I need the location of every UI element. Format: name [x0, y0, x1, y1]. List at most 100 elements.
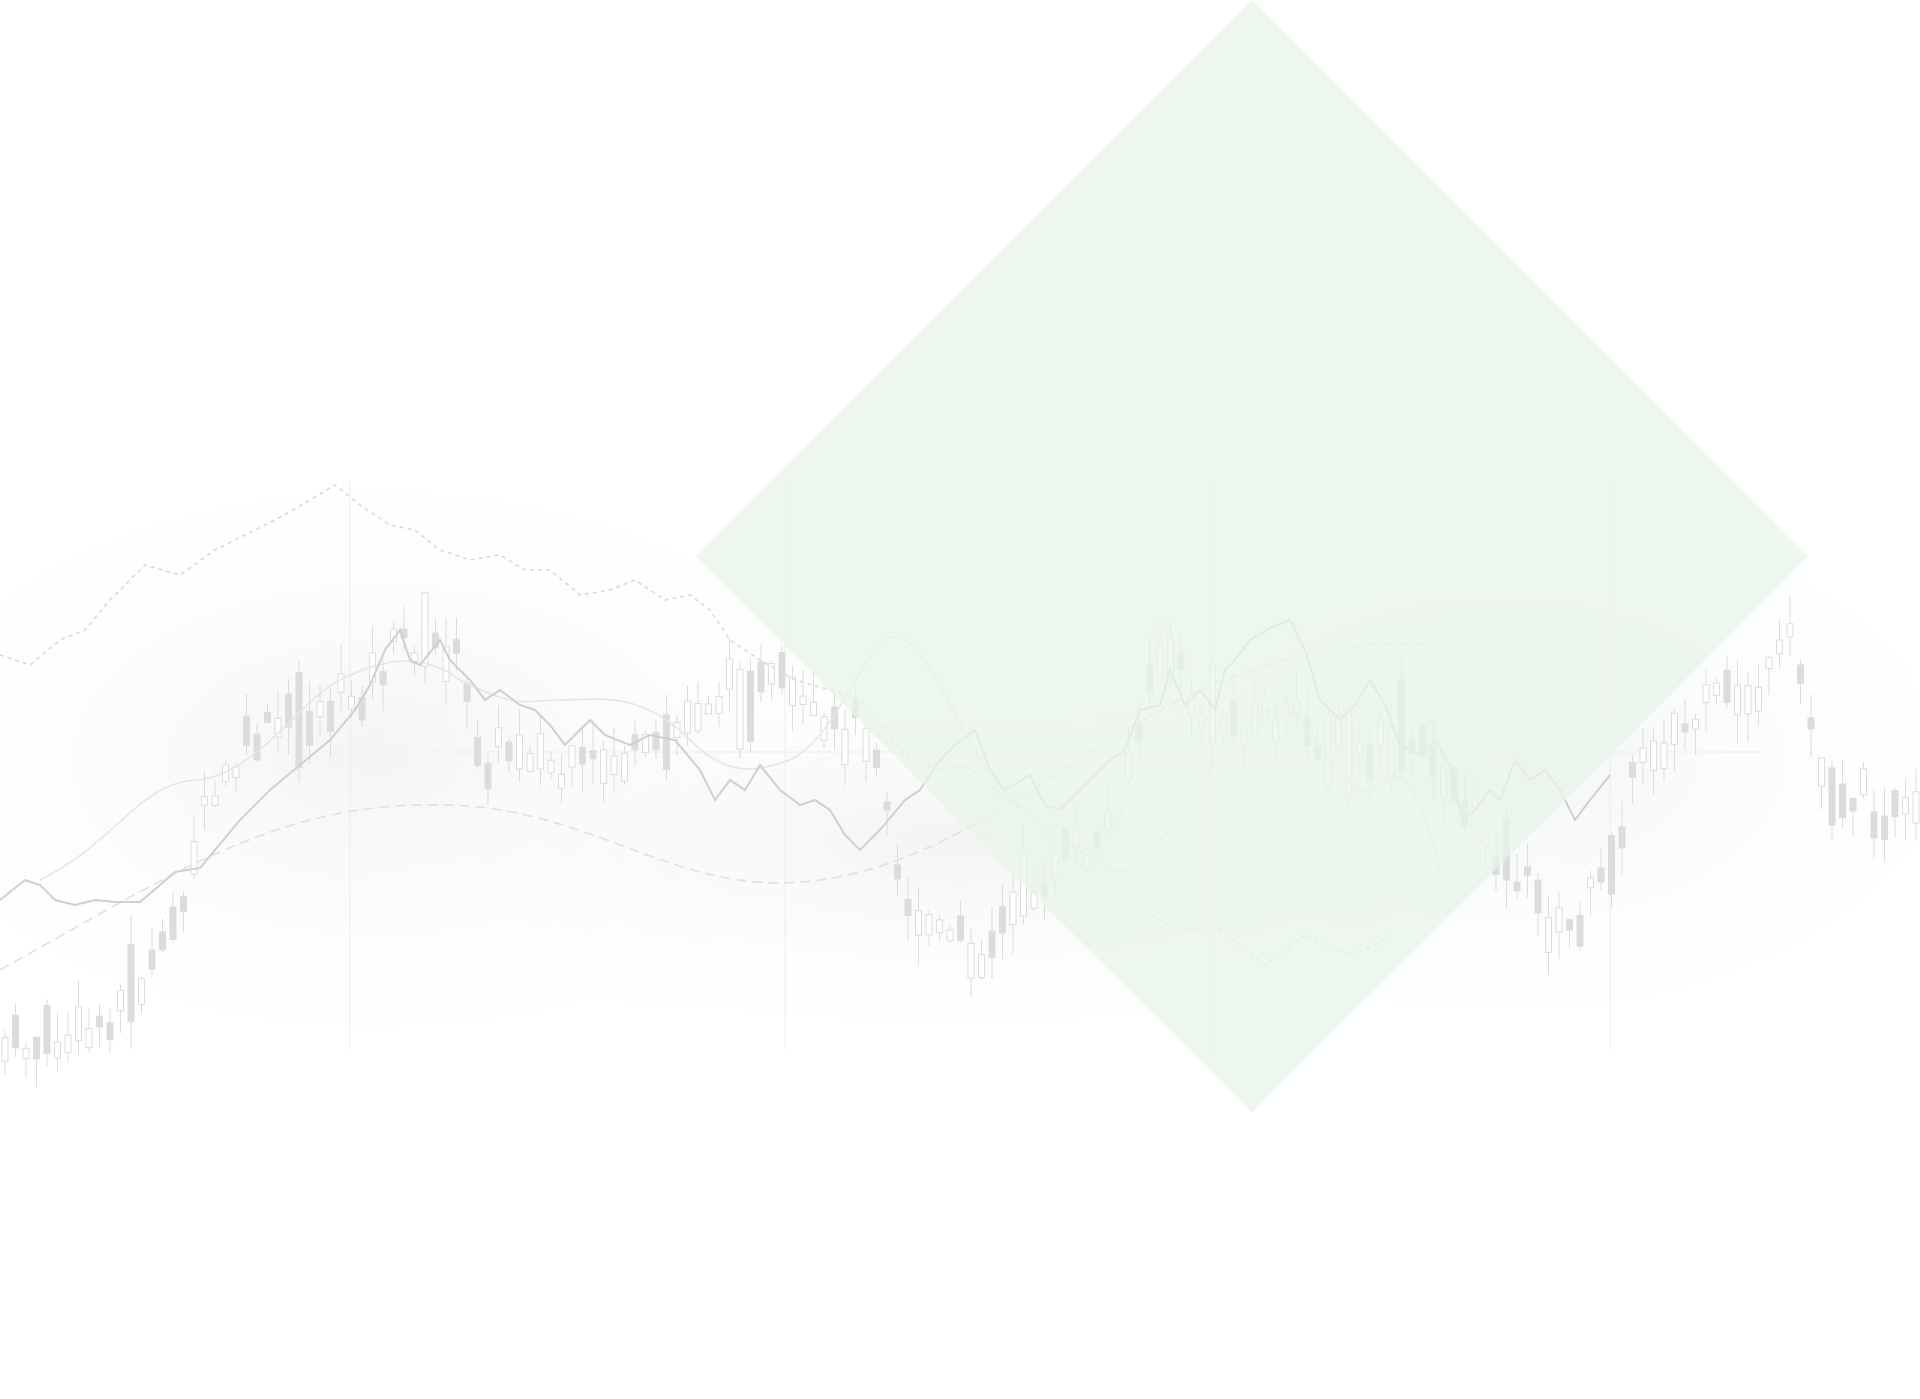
candle-body	[579, 746, 586, 765]
candle-body	[327, 700, 334, 732]
candle-body	[453, 638, 460, 654]
candle-body	[1660, 742, 1668, 770]
candle-body	[96, 1015, 103, 1028]
candle-body	[1, 1037, 9, 1062]
candle-body	[894, 864, 901, 880]
candle-body	[264, 712, 271, 723]
candle-body	[1839, 783, 1846, 819]
candle-body	[1566, 919, 1573, 931]
candle-body	[810, 701, 817, 716]
candle-body	[463, 682, 471, 702]
candle-body	[1681, 723, 1689, 733]
candle-body	[1009, 891, 1017, 926]
candle-body	[642, 734, 649, 754]
candle-body	[1912, 791, 1920, 824]
candle-body	[106, 1022, 114, 1041]
candle-body	[1618, 826, 1626, 849]
candle-body	[22, 1047, 30, 1059]
candle-body	[1797, 664, 1804, 684]
candle-body	[789, 676, 796, 707]
candle-body	[474, 737, 481, 766]
candle-body	[621, 752, 628, 782]
candle-body	[1734, 684, 1741, 716]
candle-body	[663, 714, 670, 770]
candle-body	[1723, 669, 1731, 703]
candle-body	[715, 696, 723, 714]
candle-body	[495, 727, 502, 748]
candle-body	[274, 717, 282, 738]
candle-body	[169, 906, 177, 940]
candle-body	[1755, 686, 1762, 712]
candle-body	[316, 701, 324, 718]
candle-body	[285, 693, 292, 728]
candle-body	[1818, 757, 1825, 787]
candle-body	[537, 733, 544, 770]
candle-body	[75, 1006, 82, 1042]
green-diamond	[696, 0, 1808, 1113]
candle-body	[180, 895, 187, 913]
candle-body	[978, 954, 985, 978]
candle-body	[600, 749, 607, 784]
candle-body	[117, 989, 124, 1012]
candle-body	[936, 919, 943, 934]
candle-body	[253, 733, 261, 761]
candle-body	[1692, 718, 1699, 730]
candle-body	[1629, 761, 1636, 778]
candle-body	[1545, 917, 1552, 953]
candle-body	[988, 930, 996, 958]
candle-body	[705, 703, 712, 715]
candle-body	[64, 1034, 72, 1053]
candle-body	[1891, 789, 1899, 818]
candle-body	[505, 741, 513, 762]
candle-body	[768, 662, 775, 685]
candle-body	[1870, 811, 1878, 839]
candle-body	[1639, 747, 1647, 764]
candle-body	[1597, 867, 1605, 883]
candle-body	[778, 651, 786, 689]
candle-body	[1828, 767, 1836, 826]
candle-body	[684, 700, 691, 734]
candle-body	[1555, 907, 1563, 933]
candle-body	[1713, 682, 1720, 696]
candle-body	[337, 673, 345, 693]
candle-body	[799, 695, 807, 706]
candle-body	[1860, 768, 1867, 796]
candle-body	[1524, 866, 1531, 876]
candle-body	[411, 652, 418, 665]
candle-body	[915, 910, 922, 936]
candle-body	[54, 1041, 61, 1059]
candle-body	[159, 931, 166, 951]
candle-body	[348, 695, 355, 710]
candle-body	[379, 671, 387, 686]
candle-body	[1671, 712, 1678, 746]
candle-body	[558, 773, 565, 789]
candle-body	[1534, 879, 1542, 914]
candle-body	[211, 795, 219, 806]
candle-body	[1650, 740, 1657, 772]
candle-body	[726, 658, 733, 690]
candle-body	[547, 759, 555, 774]
candle-body	[442, 646, 450, 682]
candle-body	[610, 755, 618, 775]
candle-body	[1702, 684, 1710, 703]
candle-body	[1807, 717, 1815, 730]
candle-body	[484, 762, 492, 789]
candle-body	[190, 841, 198, 875]
candle-body	[568, 745, 576, 768]
candle-body	[526, 753, 534, 772]
candle-body	[1576, 915, 1584, 947]
candle-body	[841, 728, 849, 766]
candle-body	[421, 592, 429, 667]
candle-body	[232, 766, 240, 778]
candle-body	[306, 710, 313, 746]
candle-body	[201, 796, 208, 806]
candle-body	[652, 731, 660, 751]
candle-body	[1881, 815, 1888, 840]
candle-body	[925, 914, 933, 936]
candle-body	[148, 949, 156, 970]
candle-body	[1608, 835, 1615, 895]
candle-body	[1513, 881, 1521, 892]
candle-body	[873, 749, 880, 769]
candle-body	[1744, 685, 1752, 715]
